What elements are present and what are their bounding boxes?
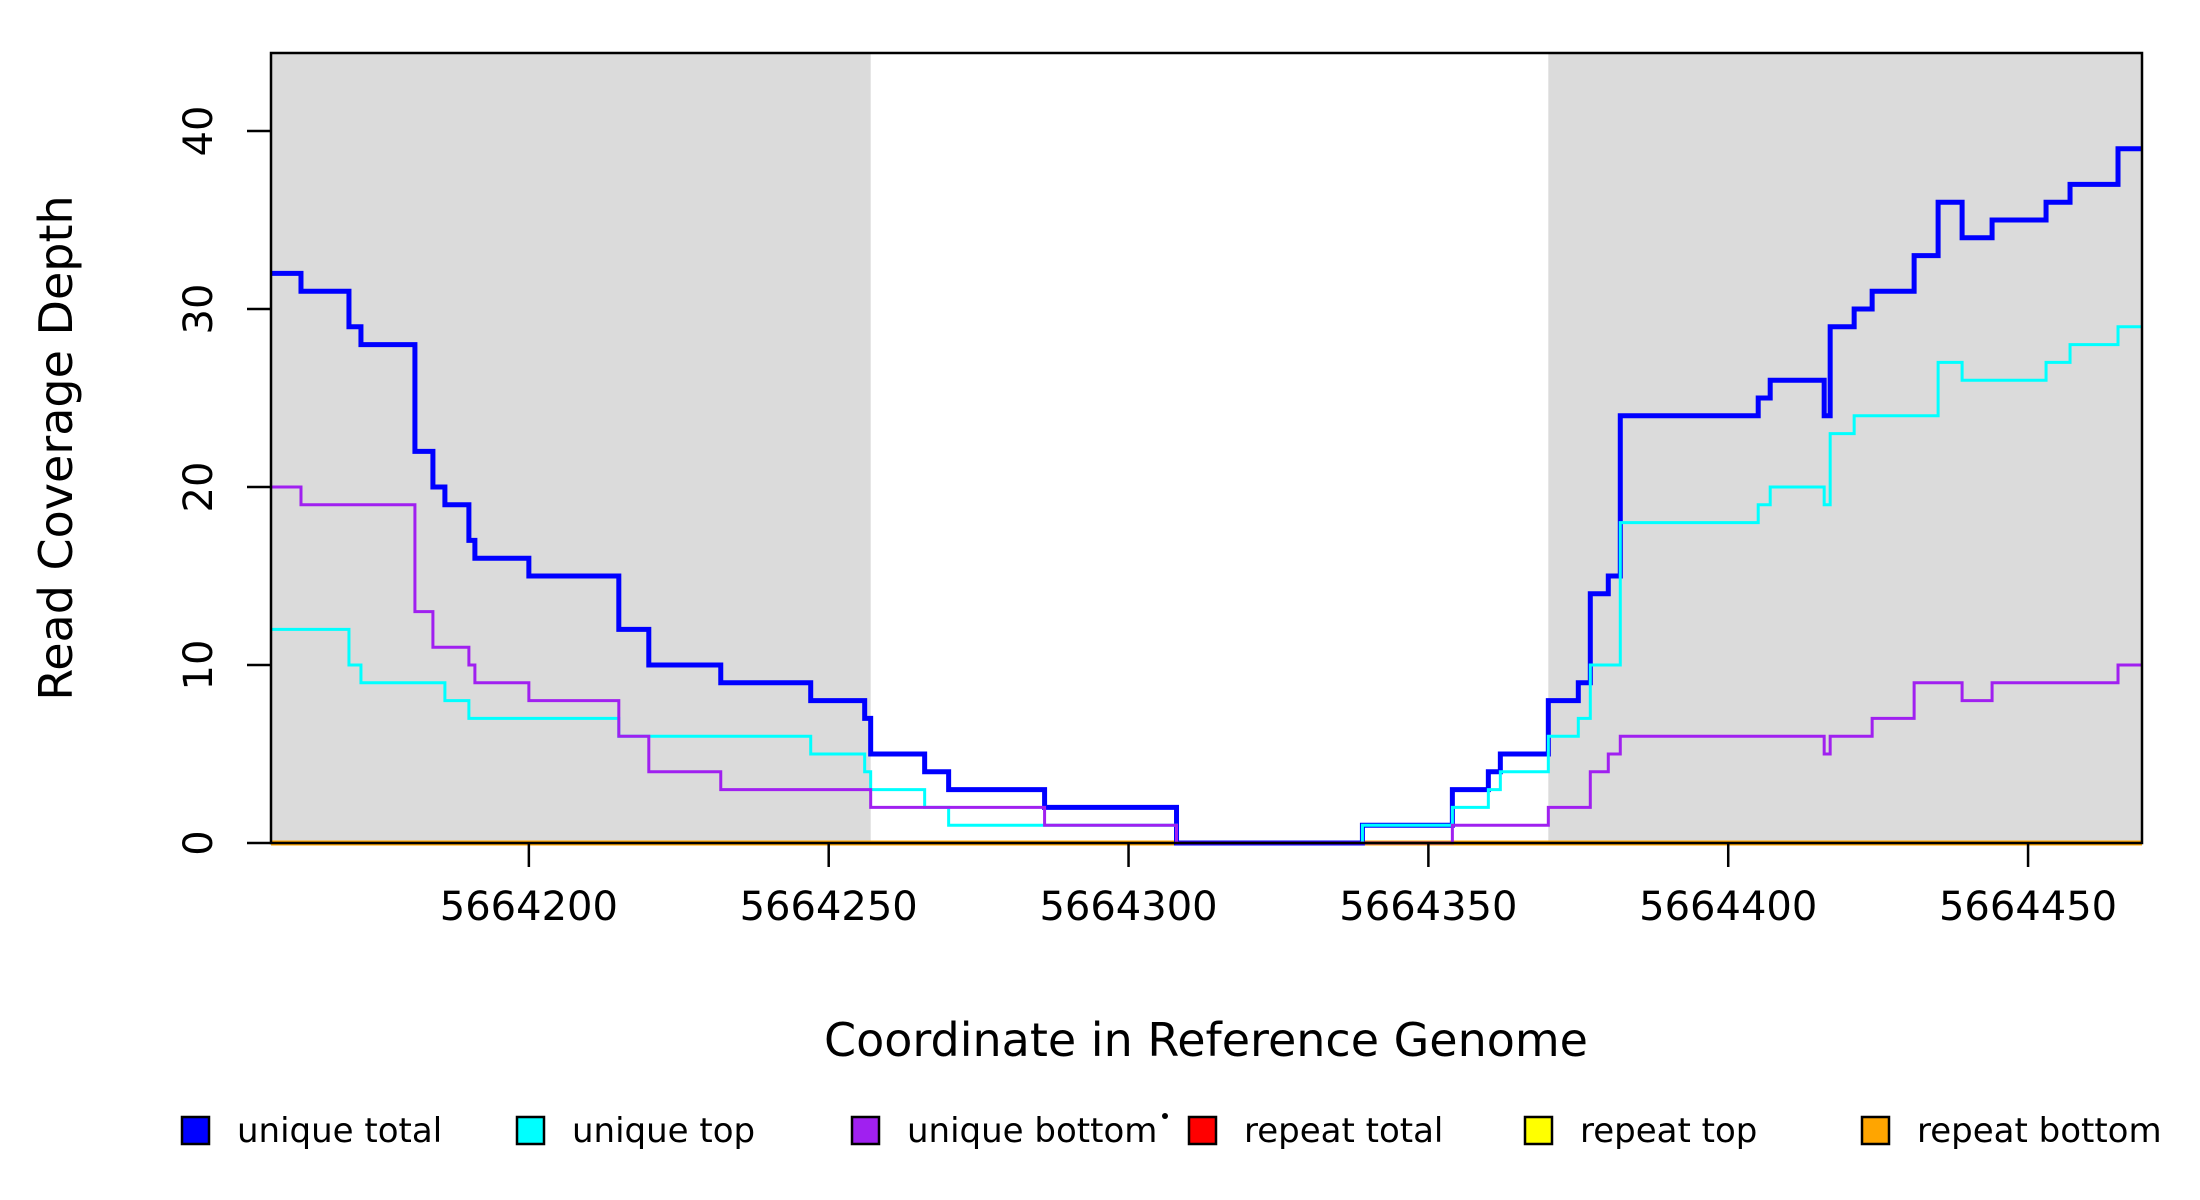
plot-frame — [269, 51, 2144, 845]
plot-border — [269, 51, 2144, 845]
legend-item-repeat-top: repeat top — [1523, 1111, 1757, 1151]
y-tick-label-30: 30 — [176, 284, 222, 335]
shaded-region-0 — [271, 53, 871, 843]
y-tick-label-10: 10 — [176, 640, 222, 691]
legend-swatch-2 — [850, 1115, 881, 1146]
x-tick-label-5664350: 5664350 — [1339, 884, 1517, 930]
x-tick-label-5664400: 5664400 — [1639, 884, 1817, 930]
y-axis-label: Read Coverage Depth — [29, 195, 83, 700]
legend-swatch-1 — [515, 1115, 546, 1146]
legend-item-unique-total: unique total — [180, 1111, 442, 1151]
x-tick-label-5664200: 5664200 — [440, 884, 618, 930]
legend-label-2: unique bottom — [907, 1111, 1157, 1151]
legend-item-repeat-bottom: repeat bottom — [1860, 1111, 2162, 1151]
legend-label-4: repeat top — [1580, 1111, 1757, 1151]
y-tick-label-0: 0 — [176, 830, 222, 855]
legend-label-1: unique top — [572, 1111, 755, 1151]
chart-legend: unique total unique top unique bottom repea… — [180, 1111, 2162, 1151]
legend-label-5: repeat bottom — [1917, 1111, 2162, 1151]
x-tick-label-5664250: 5664250 — [740, 884, 918, 930]
shaded-region-1 — [1548, 53, 2142, 843]
legend-swatch-0 — [180, 1115, 211, 1146]
y-tick-label-20: 20 — [176, 462, 222, 513]
x-tick-label-5664450: 5664450 — [1939, 884, 2117, 930]
legend-swatch-3 — [1187, 1115, 1218, 1146]
legend-swatch-4 — [1523, 1115, 1554, 1146]
legend-item-unique-bottom: unique bottom — [850, 1111, 1157, 1151]
legend-item-unique-top: unique top — [515, 1111, 755, 1151]
stray-dot — [1162, 1113, 1168, 1119]
axis-ticks: 0 10 20 30 40 5664200 5664250 5664300 5664350 566… — [176, 106, 2117, 930]
decorations — [1162, 1113, 1168, 1119]
legend-swatch-5 — [1860, 1115, 1891, 1146]
x-axis-label: Coordinate in Reference Genome — [824, 1013, 1588, 1067]
y-tick-label-40: 40 — [176, 106, 222, 157]
legend-label-0: unique total — [237, 1111, 442, 1151]
shaded-regions — [271, 53, 2142, 843]
x-tick-label-5664300: 5664300 — [1039, 884, 1217, 930]
legend-item-repeat-total: repeat total — [1187, 1111, 1443, 1151]
legend-label-3: repeat total — [1244, 1111, 1443, 1151]
